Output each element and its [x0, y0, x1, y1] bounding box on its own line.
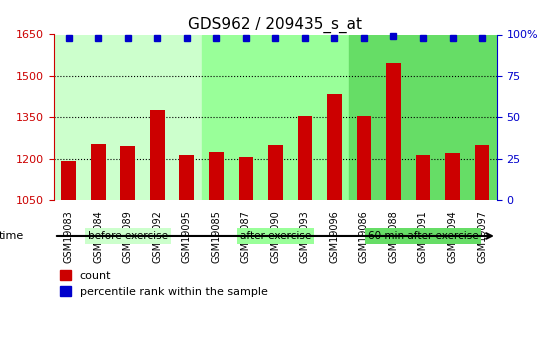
Bar — [201, 34, 349, 200]
Bar — [209, 152, 224, 200]
Bar — [386, 63, 401, 200]
Text: before exercise: before exercise — [88, 231, 168, 241]
Bar — [349, 34, 497, 200]
Text: after exercise: after exercise — [240, 231, 311, 241]
Bar — [416, 155, 430, 200]
Bar — [120, 146, 135, 200]
Bar — [327, 94, 342, 200]
Bar — [268, 145, 283, 200]
Bar — [239, 157, 253, 200]
Bar — [91, 144, 106, 200]
Bar — [150, 110, 165, 200]
Legend: count, percentile rank within the sample: count, percentile rank within the sample — [59, 270, 267, 297]
Title: GDS962 / 209435_s_at: GDS962 / 209435_s_at — [188, 17, 362, 33]
Bar — [445, 153, 460, 200]
Text: 60 min after exercise: 60 min after exercise — [368, 231, 478, 241]
Bar — [475, 145, 489, 200]
Bar — [298, 116, 312, 200]
Bar — [356, 116, 372, 200]
Bar — [54, 34, 201, 200]
Bar — [62, 161, 76, 200]
Text: time: time — [0, 231, 24, 241]
Bar — [179, 155, 194, 200]
